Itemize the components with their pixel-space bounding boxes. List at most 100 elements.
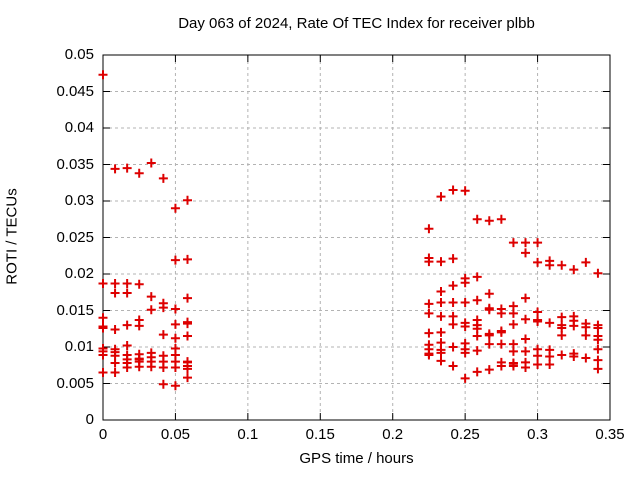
data-point-marker bbox=[424, 350, 434, 360]
data-point-marker bbox=[496, 214, 506, 224]
data-point-marker bbox=[122, 362, 132, 372]
plot-frame bbox=[102, 54, 611, 421]
y-tick-label: 0.05 bbox=[64, 46, 94, 63]
data-point-marker bbox=[448, 254, 458, 264]
data-point-marker bbox=[424, 328, 434, 338]
data-point-marker bbox=[436, 297, 446, 307]
data-point-marker bbox=[472, 214, 482, 224]
data-point-marker bbox=[122, 341, 132, 351]
data-point-marker bbox=[508, 361, 518, 371]
data-point-marker bbox=[545, 360, 555, 370]
data-point-marker bbox=[424, 299, 434, 309]
data-point-marker bbox=[593, 344, 603, 354]
y-tick-label: 0.045 bbox=[56, 82, 94, 100]
data-point-marker bbox=[472, 346, 482, 356]
data-point-marker bbox=[98, 350, 108, 360]
data-point-marker bbox=[436, 287, 446, 297]
data-point-marker bbox=[158, 379, 168, 389]
y-tick-label: 0.025 bbox=[56, 228, 94, 246]
data-point-marker bbox=[557, 260, 567, 270]
x-tick-label: 0 bbox=[98, 426, 108, 443]
data-point-marker bbox=[533, 360, 543, 370]
data-point-marker bbox=[134, 168, 144, 178]
x-tick-label: 0.15 bbox=[305, 426, 335, 443]
data-point-marker bbox=[122, 278, 132, 288]
data-point-marker bbox=[448, 185, 458, 195]
data-point-marker bbox=[496, 327, 506, 337]
data-point-marker bbox=[436, 356, 446, 366]
data-point-marker bbox=[545, 260, 555, 270]
data-point-marker bbox=[158, 362, 168, 372]
data-point-marker bbox=[158, 303, 168, 313]
data-point-marker bbox=[508, 346, 518, 356]
data-point-marker bbox=[533, 307, 543, 317]
data-point-marker bbox=[134, 279, 144, 289]
data-point-marker bbox=[182, 331, 192, 341]
data-point-marker bbox=[448, 297, 458, 307]
data-point-marker bbox=[98, 368, 108, 378]
data-point-marker bbox=[581, 322, 591, 332]
data-point-marker bbox=[593, 323, 603, 333]
data-point-marker bbox=[182, 293, 192, 303]
data-point-marker bbox=[557, 312, 567, 322]
y-tick-label: 0.01 bbox=[64, 338, 94, 355]
chart-title: Day 063 of 2024, Rate Of TEC Index for r… bbox=[178, 15, 535, 32]
data-point-marker bbox=[521, 314, 531, 324]
data-point-marker bbox=[170, 255, 180, 265]
x-tick-label: 0.35 bbox=[595, 426, 625, 443]
data-point-marker bbox=[182, 195, 192, 205]
y-tick-label: 0.015 bbox=[56, 301, 94, 319]
data-point-marker bbox=[472, 331, 482, 341]
data-point-marker bbox=[484, 216, 494, 226]
data-point-marker bbox=[533, 257, 543, 267]
data-point-marker bbox=[581, 257, 591, 267]
data-point-marker bbox=[569, 321, 579, 331]
data-point-marker bbox=[436, 192, 446, 202]
data-point-marker bbox=[521, 346, 531, 356]
x-tick-label: 0.05 bbox=[160, 426, 191, 443]
data-point-marker bbox=[146, 292, 156, 302]
data-point-marker bbox=[448, 342, 458, 352]
data-point-marker bbox=[557, 330, 567, 340]
x-tick-label: 0.3 bbox=[527, 426, 548, 443]
data-point-marker bbox=[521, 293, 531, 303]
data-point-marker bbox=[122, 163, 132, 173]
data-point-marker bbox=[110, 278, 120, 288]
data-point-marker bbox=[545, 351, 555, 361]
data-point-marker bbox=[545, 318, 555, 328]
data-point-marker bbox=[110, 288, 120, 298]
data-point-marker bbox=[182, 319, 192, 329]
data-point-marker bbox=[581, 353, 591, 363]
data-point-marker bbox=[533, 316, 543, 326]
x-axis-label: GPS time / hours bbox=[299, 450, 414, 467]
data-point-marker bbox=[122, 288, 132, 298]
data-point-marker bbox=[182, 364, 192, 374]
x-tick-label: 0.25 bbox=[450, 426, 480, 443]
data-point-marker bbox=[484, 289, 494, 299]
data-point-marker bbox=[593, 268, 603, 278]
data-point-marker bbox=[158, 173, 168, 183]
data-point-marker bbox=[170, 381, 180, 391]
data-point-marker bbox=[436, 311, 446, 321]
data-point-marker bbox=[182, 254, 192, 264]
data-point-marker bbox=[460, 322, 470, 332]
data-point-marker bbox=[472, 272, 482, 282]
data-point-marker bbox=[170, 203, 180, 213]
data-point-marker bbox=[593, 355, 603, 365]
data-point-marker bbox=[508, 319, 518, 329]
data-point-marker bbox=[581, 330, 591, 340]
data-point-marker bbox=[436, 327, 446, 337]
data-point-marker bbox=[460, 297, 470, 307]
data-point-marker bbox=[508, 238, 518, 248]
data-point-marker bbox=[557, 350, 567, 360]
x-tick-label: 0.1 bbox=[237, 426, 259, 443]
data-point-marker bbox=[533, 351, 543, 361]
data-point-marker bbox=[182, 373, 192, 383]
data-point-marker bbox=[146, 362, 156, 372]
data-point-marker bbox=[98, 313, 108, 323]
data-point-marker bbox=[110, 368, 120, 378]
data-point-marker bbox=[508, 308, 518, 318]
data-point-marker bbox=[460, 348, 470, 358]
